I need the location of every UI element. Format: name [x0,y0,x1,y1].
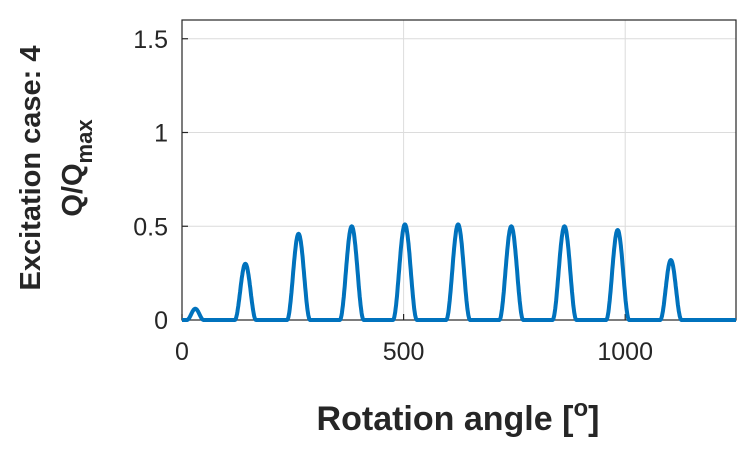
y-tick-label: 1 [154,120,168,148]
x-axis-title-end: ] [588,400,599,438]
grid-lines [181,20,736,321]
y-axis-title-line2: Q/Qmax [57,119,97,217]
x-tick-label: 0 [175,338,189,366]
series-line [180,222,738,322]
y-tick-label: 1.5 [133,26,168,54]
plot-area [181,19,737,321]
y-axis-title-q: Q/Q [57,163,89,216]
y-tick-label: 0 [154,307,168,335]
y-tick-label: 0.5 [133,213,168,241]
y-axis-title-line1: Excitation case: 4 [15,46,47,291]
x-tick-label: 1000 [597,338,653,366]
x-axis-title: Rotation angle [o] [317,395,600,438]
x-axis-title-sup: o [573,395,588,422]
axis-ticks: 0 500 1000 0 0.5 1 1.5 [133,26,653,366]
x-tick-label: 500 [383,338,425,366]
y-axis-title-sub: max [72,119,97,164]
x-axis-title-text: Rotation angle [ [317,400,574,438]
